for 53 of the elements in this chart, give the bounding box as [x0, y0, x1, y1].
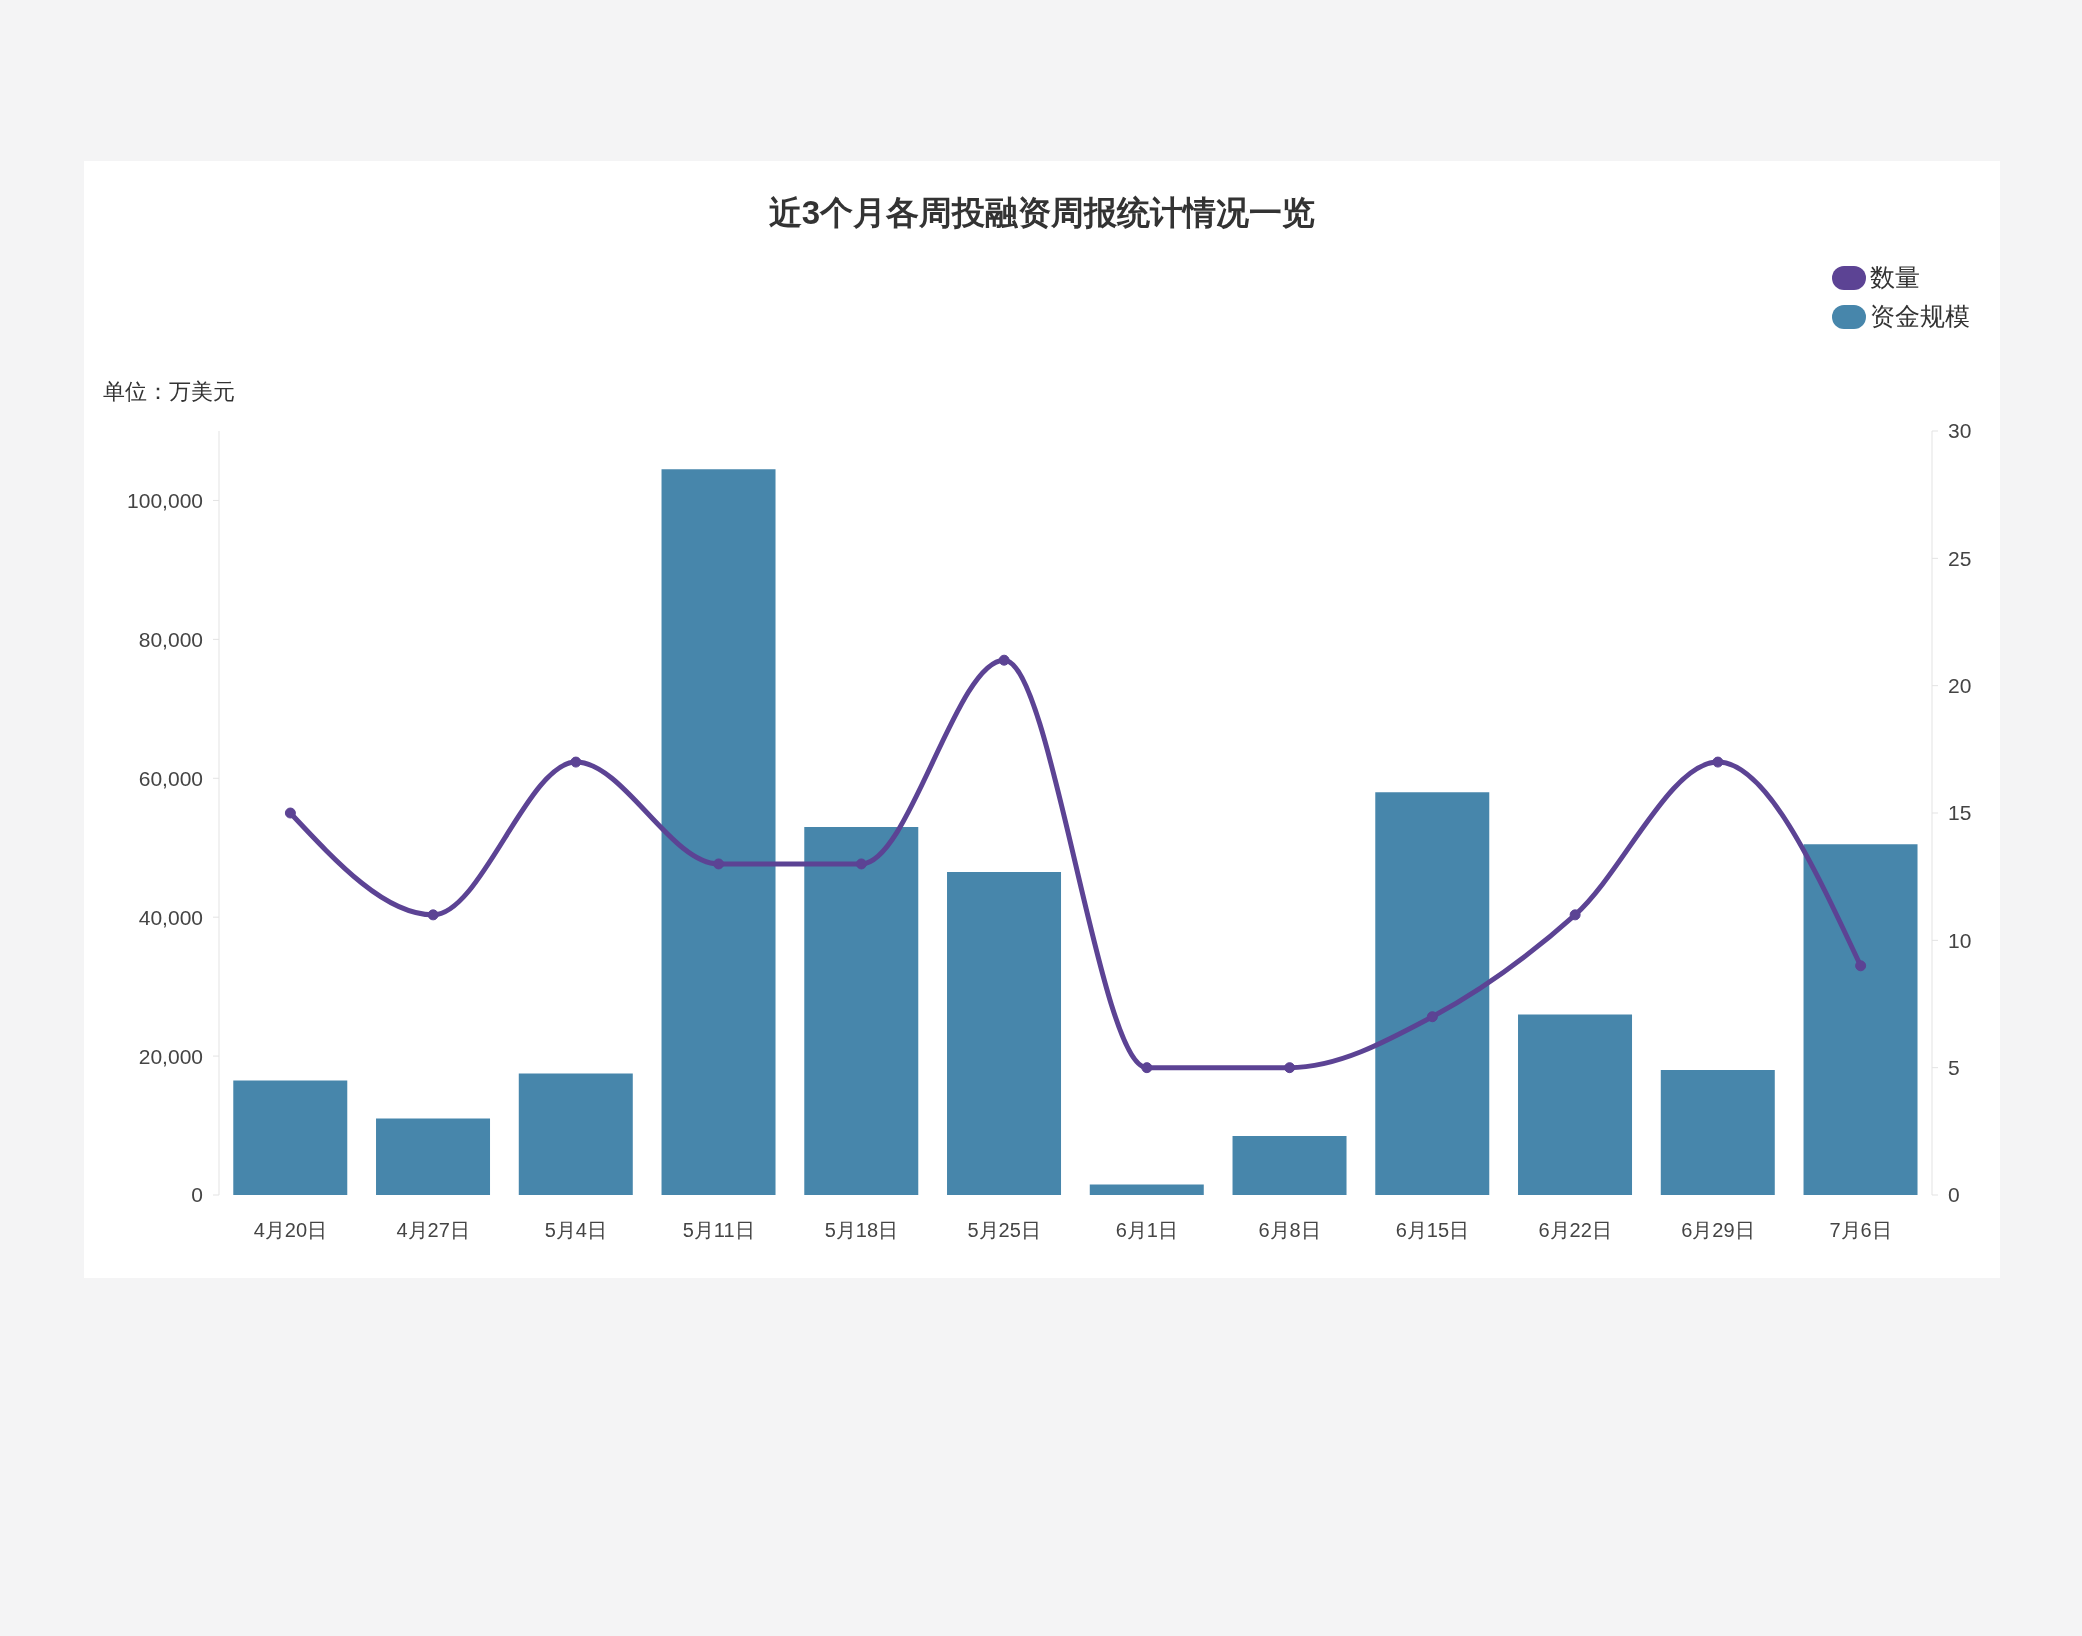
bar [1518, 1014, 1633, 1195]
x-tick-label: 7月6日 [1829, 1219, 1892, 1242]
x-tick-label: 4月20日 [253, 1219, 328, 1242]
y-tick-label: 0 [191, 1183, 203, 1207]
bar [518, 1073, 633, 1195]
y-tick-label: 20,000 [138, 1044, 203, 1068]
bar [1803, 844, 1918, 1195]
point [427, 909, 439, 921]
point [1141, 1062, 1153, 1074]
point [284, 807, 296, 819]
legend-label: 数量 [1870, 262, 1920, 293]
x-tick-label: 5月25日 [967, 1219, 1041, 1242]
legend-label: 资金规模 [1870, 301, 1970, 332]
bar [804, 826, 919, 1195]
bar [1660, 1069, 1775, 1195]
point [1284, 1062, 1296, 1074]
x-tick-label: 6月29日 [1681, 1219, 1755, 1242]
y2-tick-label: 15 [1948, 801, 1972, 825]
x-tick-label: 6月1日 [1115, 1219, 1178, 1242]
chart-title: 近3个月各周投融资周报统计情况一览 [767, 193, 1317, 233]
bar [376, 1118, 491, 1195]
x-tick-label: 5月11日 [682, 1219, 755, 1242]
y-tick-label: 100,000 [127, 488, 203, 512]
bar [661, 469, 776, 1195]
point [1712, 756, 1724, 768]
y2-tick-label: 5 [1948, 1056, 1960, 1080]
y2-tick-label: 30 [1948, 419, 1972, 443]
y-tick-label: 80,000 [138, 627, 203, 651]
x-tick-label: 5月18日 [824, 1219, 899, 1242]
bar [1375, 792, 1490, 1195]
y2-tick-label: 0 [1948, 1183, 1960, 1207]
y-axis-title: 单位：万美元 [103, 378, 235, 406]
y-tick-label: 40,000 [138, 905, 203, 929]
point [998, 654, 1010, 666]
point [855, 858, 867, 870]
bar [1232, 1135, 1347, 1195]
y2-tick-label: 10 [1948, 928, 1972, 952]
point [1855, 960, 1867, 972]
point [570, 756, 582, 768]
bar [233, 1080, 348, 1195]
y-tick-label: 60,000 [138, 766, 203, 790]
y2-tick-label: 20 [1948, 674, 1972, 698]
bar [1089, 1184, 1204, 1195]
point [1569, 909, 1581, 921]
x-tick-label: 6月8日 [1258, 1219, 1321, 1242]
x-tick-label: 6月22日 [1538, 1219, 1612, 1242]
x-tick-label: 4月27日 [396, 1219, 470, 1242]
point [713, 858, 725, 870]
y2-tick-label: 25 [1948, 546, 1972, 570]
x-tick-label: 6月15日 [1395, 1219, 1470, 1242]
point [1426, 1011, 1438, 1023]
x-tick-label: 5月4日 [544, 1219, 607, 1242]
bar [947, 872, 1062, 1195]
